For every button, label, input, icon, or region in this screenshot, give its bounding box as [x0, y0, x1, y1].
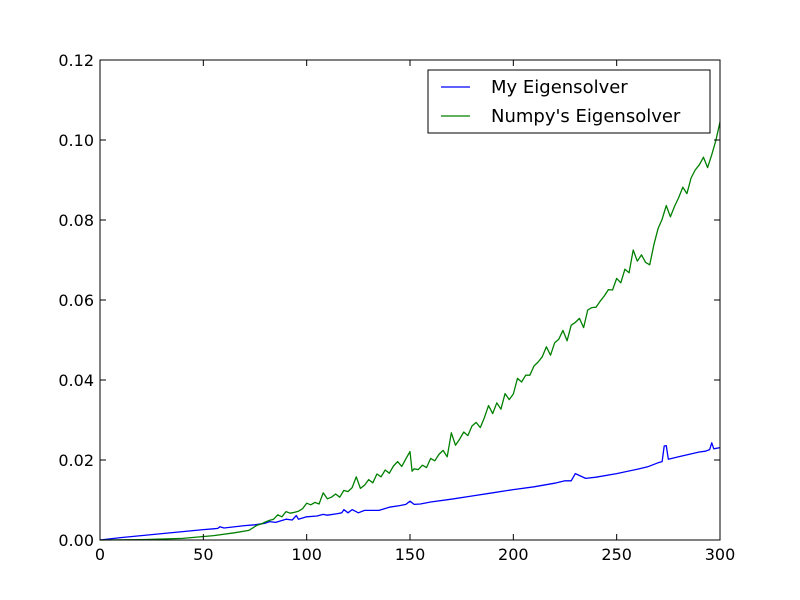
y-tick-label: 0.12: [58, 51, 94, 70]
x-tick-label: 300: [705, 545, 736, 564]
series-line-0: [99, 442, 721, 541]
x-axis: 0 50 100 150 200 250 300: [95, 60, 735, 564]
y-tick-label: 0.10: [58, 131, 94, 150]
x-tick-label: 250: [601, 545, 632, 564]
x-tick-label: 200: [498, 545, 529, 564]
legend: My Eigensolver Numpy's Eigensolver: [427, 69, 711, 134]
x-tick-label: 50: [193, 545, 213, 564]
y-tick-label: 0.04: [58, 371, 94, 390]
series-line-1: [99, 121, 721, 541]
y-tick-label: 0.08: [58, 211, 94, 230]
y-tick-label: 0.06: [58, 291, 94, 310]
legend-box: [427, 69, 711, 134]
legend-label-0: My Eigensolver: [491, 77, 628, 98]
x-tick-label: 100: [291, 545, 322, 564]
y-axis: 0.00 0.02 0.04 0.06 0.08 0.10 0.12: [58, 51, 720, 550]
x-tick-label: 150: [395, 545, 426, 564]
y-tick-label: 0.00: [58, 531, 94, 550]
legend-label-1: Numpy's Eigensolver: [491, 106, 681, 127]
x-tick-label: 0: [95, 545, 105, 564]
series-layer: [99, 121, 721, 541]
y-tick-label: 0.02: [58, 451, 94, 470]
